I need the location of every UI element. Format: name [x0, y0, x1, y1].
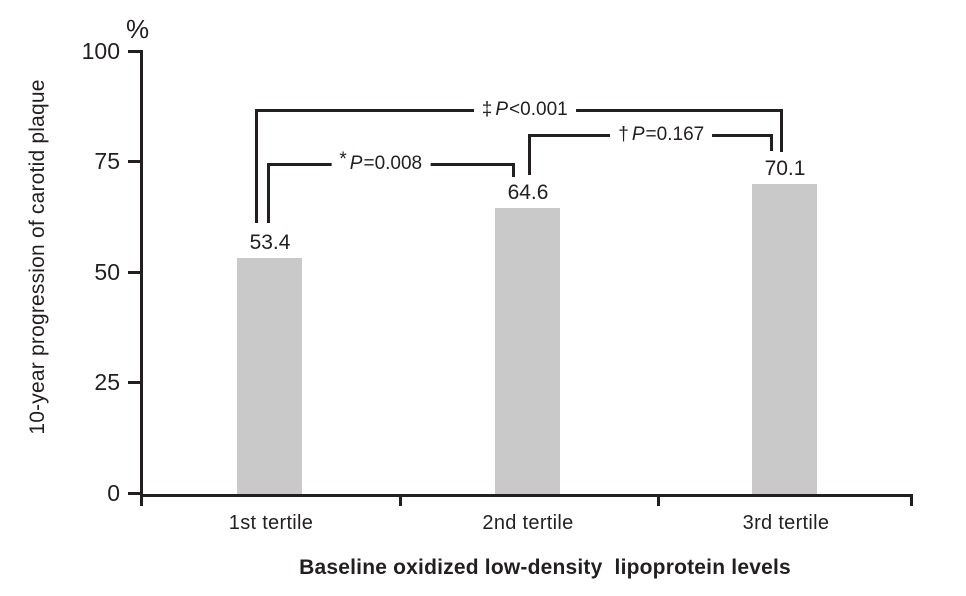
p-value: =0.167	[645, 124, 705, 145]
y-tick-label: 100	[81, 38, 120, 64]
x-tick-mark	[910, 494, 913, 506]
p-value-label: ‡ P<0.001	[473, 99, 576, 120]
bar-2nd-tertile	[495, 207, 560, 495]
y-tick-mark	[128, 381, 141, 384]
p-value: <0.001	[509, 99, 568, 120]
bracket-line	[528, 134, 531, 175]
y-tick-mark	[128, 160, 141, 163]
x-tick-mark	[657, 494, 660, 506]
y-tick-mark	[128, 271, 141, 274]
p-symbol: P	[631, 124, 645, 145]
bracket-line	[255, 109, 258, 223]
bar-value-label: 53.4	[249, 230, 291, 254]
bracket-line	[512, 163, 515, 177]
y-axis-unit-label: %	[126, 14, 150, 44]
bar-value-label: 64.6	[507, 180, 549, 204]
x-axis-title: Baseline oxidized low-density lipoprotei…	[299, 556, 791, 579]
dagger-marker: †	[618, 124, 629, 145]
y-tick-label: 0	[107, 480, 120, 506]
bracket-line	[770, 134, 773, 151]
bar-3rd-tertile	[752, 183, 817, 495]
x-category-label: 1st tertile	[228, 512, 314, 534]
p-value-label: * P=0.008	[331, 149, 431, 174]
bar-1st-tertile	[237, 257, 302, 495]
y-tick-label: 75	[94, 148, 120, 174]
p-value: =0.008	[363, 153, 423, 174]
x-axis-line	[140, 494, 913, 497]
bracket-line	[267, 163, 270, 223]
bar-value-label: 70.1	[764, 156, 806, 180]
y-tick-mark	[128, 492, 141, 495]
p-value-label: † P=0.167	[610, 124, 713, 145]
y-axis-title: 10-year progression of carotid plaque	[26, 79, 49, 435]
double-dagger-marker: ‡	[481, 99, 493, 120]
y-axis-line	[140, 50, 143, 506]
p-symbol: P	[495, 99, 509, 120]
bracket-line	[780, 109, 783, 152]
y-tick-label: 25	[94, 369, 120, 395]
x-category-label: 3rd tertile	[742, 512, 830, 534]
x-tick-mark	[399, 494, 402, 506]
y-tick-label: 50	[94, 259, 120, 285]
x-category-label: 2nd tertile	[482, 512, 574, 534]
y-tick-mark	[128, 50, 141, 53]
asterisk-marker: *	[339, 149, 347, 170]
p-symbol: P	[349, 153, 363, 174]
